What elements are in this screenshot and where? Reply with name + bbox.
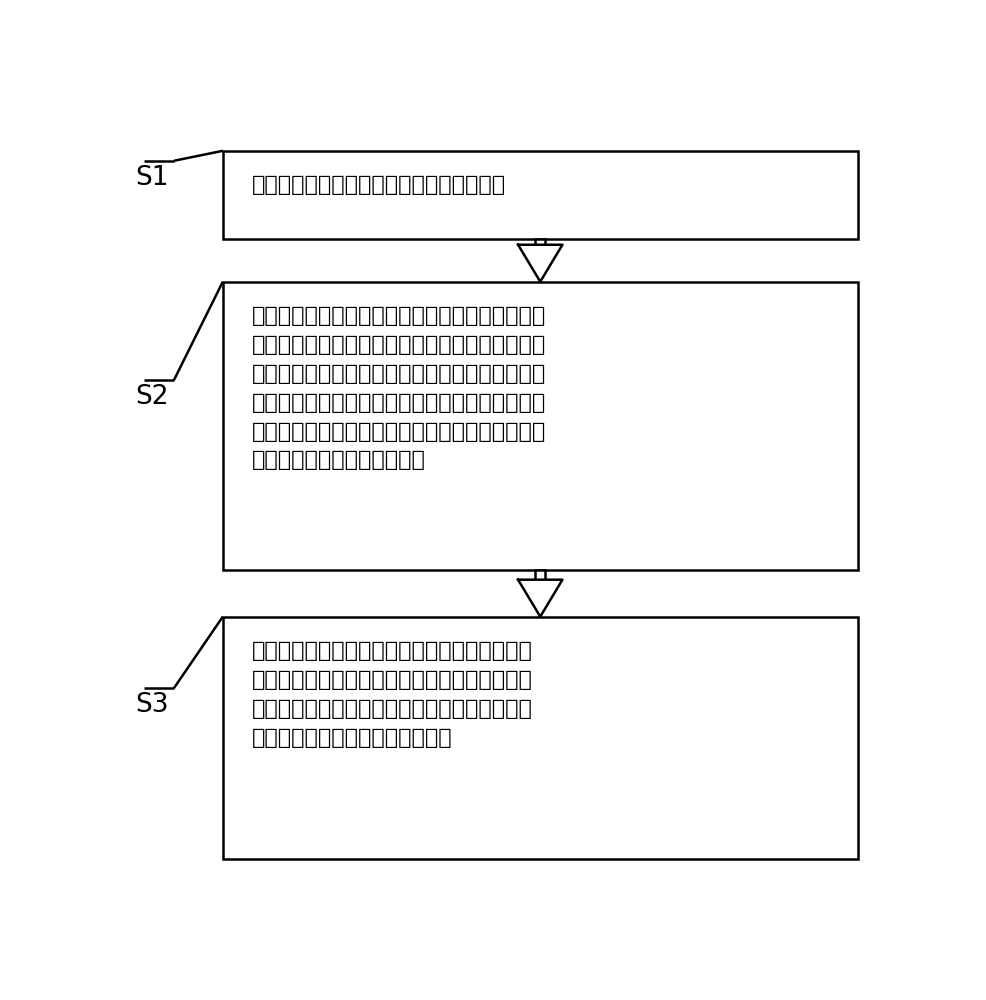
Text: 将量测到的加荷装置应力值与沥青混凝土防渗面
板的抗拉强度进行对比，根据对比结果判断防渗
面板的开裂风险，当该载荷应力值大于等于该抗
拉强度时，则表示存在开裂风险: 将量测到的加荷装置应力值与沥青混凝土防渗面 板的抗拉强度进行对比，根据对比结果判… [251,641,532,748]
Bar [223,151,857,239]
Text: 量测工程现场沥青混凝土防渗面板的应变；: 量测工程现场沥青混凝土防渗面板的应变； [251,175,506,195]
Text: S2: S2 [135,384,169,410]
Bar [223,282,857,570]
Text: 在同一工程现场，放置一个具有与沥青混凝土防渗
面板完全相同材质、用于模拟工程现场沥青混凝土
防渗面板的测试板，根据量测的防渗面板的应变值
对该测试板施加荷载，使: 在同一工程现场，放置一个具有与沥青混凝土防渗 面板完全相同材质、用于模拟工程现场… [251,306,545,470]
Text: S1: S1 [135,165,169,191]
Bar [223,617,857,859]
Polygon shape [518,580,562,617]
Polygon shape [518,245,562,282]
Bar [534,239,544,245]
Text: S3: S3 [135,692,169,718]
Bar [534,570,544,580]
